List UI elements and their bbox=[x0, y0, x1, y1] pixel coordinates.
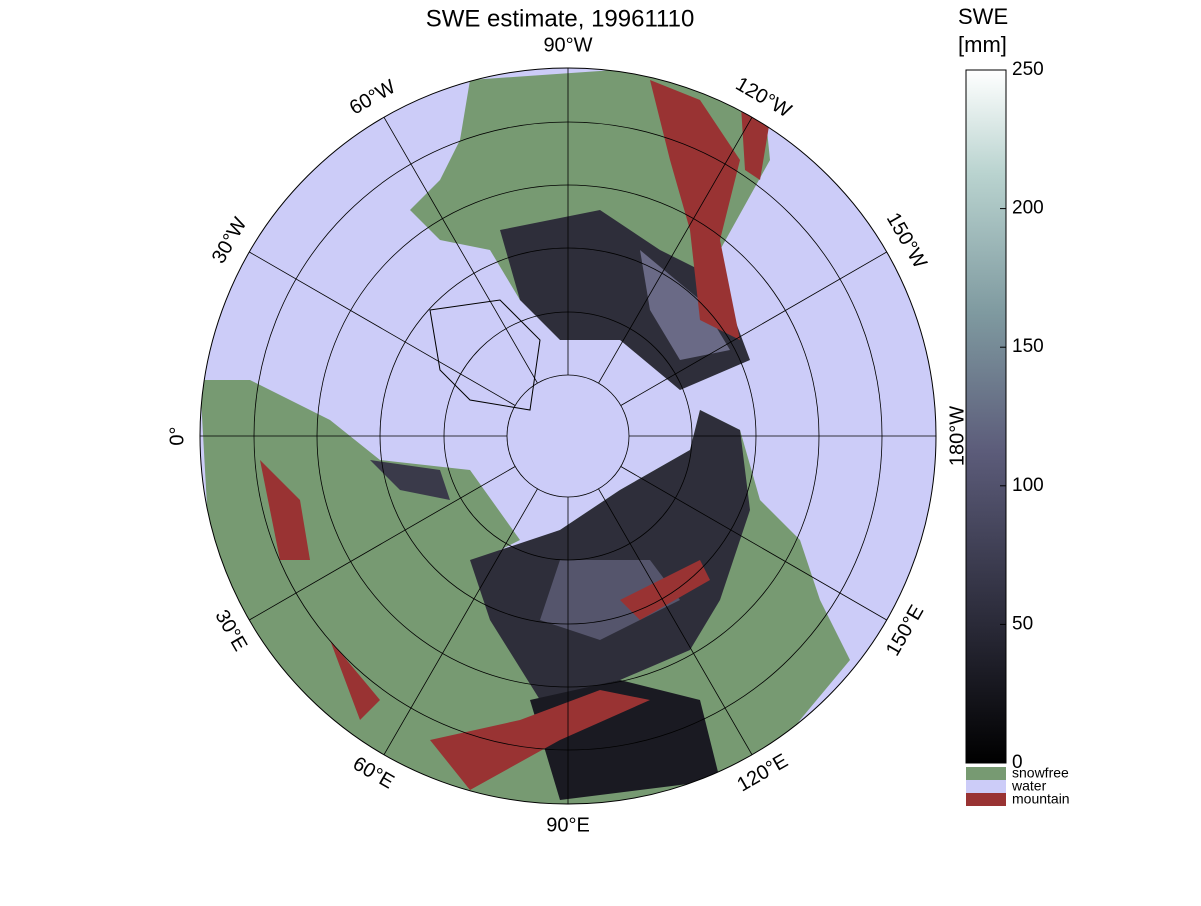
meridian-label: 0° bbox=[166, 426, 188, 445]
legend-label: water bbox=[1011, 778, 1047, 794]
meridian bbox=[598, 488, 753, 755]
graticule bbox=[200, 68, 936, 804]
snow-area bbox=[540, 560, 680, 640]
snow-area bbox=[470, 410, 750, 700]
legend-swatch bbox=[966, 780, 1006, 793]
meridian-label: 180°W bbox=[946, 406, 968, 466]
colorbar-tick-label: 250 bbox=[1012, 59, 1044, 80]
legend-label: mountain bbox=[1012, 791, 1070, 807]
meridian bbox=[249, 251, 516, 406]
colorbar-tick-label: 0 bbox=[1012, 752, 1023, 773]
meridian bbox=[383, 488, 538, 755]
legend-label: snowfree bbox=[1012, 765, 1069, 781]
meridian bbox=[598, 117, 753, 384]
colorbar bbox=[965, 69, 1007, 764]
greenland bbox=[429, 299, 541, 411]
map-border bbox=[199, 67, 937, 805]
map-disk bbox=[200, 68, 936, 804]
meridian bbox=[620, 466, 887, 621]
legend-swatch bbox=[966, 793, 1006, 806]
colorbar-tick-label: 50 bbox=[1012, 613, 1033, 634]
legend-swatch bbox=[966, 767, 1006, 780]
mountain bbox=[260, 460, 710, 790]
mountain bbox=[650, 80, 740, 340]
colorbar-tick-label: 200 bbox=[1012, 198, 1044, 219]
meridian-label: 90°E bbox=[546, 814, 590, 836]
colorbar-title: [mm] bbox=[958, 32, 1007, 57]
snow-area bbox=[370, 460, 450, 500]
colorbar-tick-label: 100 bbox=[1012, 475, 1044, 496]
snow-area bbox=[640, 250, 730, 360]
colorbar-title: SWE bbox=[958, 4, 1008, 29]
map-title: SWE estimate, 19961110 bbox=[426, 5, 695, 32]
meridian bbox=[383, 117, 538, 384]
meridian bbox=[249, 466, 516, 621]
colorbar-tick-label: 150 bbox=[1012, 336, 1044, 357]
meridian bbox=[620, 251, 887, 406]
meridian-label: 90°W bbox=[543, 34, 592, 56]
